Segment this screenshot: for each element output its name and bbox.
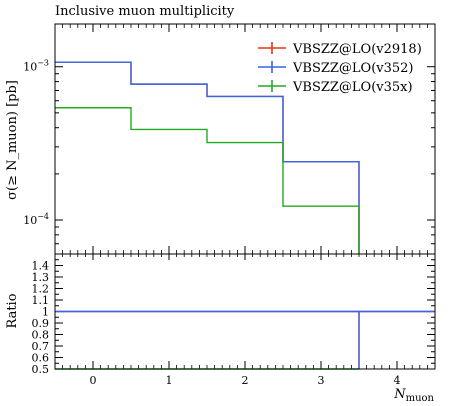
x-tick-label: 3 [318,374,325,387]
ratio-series-line-0 [55,310,360,369]
ratio-y-tick-label: 1.1 [32,294,50,307]
ratio-series-lines [55,310,435,370]
x-tick-label: 4 [394,374,401,387]
ratio-plot-frame [54,253,436,370]
ratio-y-ticks: 0.50.60.70.80.911.11.21.31.4 [32,253,435,376]
ratio-y-tick-label: 0.6 [32,352,50,365]
ratio-y-tick-label: 0.8 [32,329,50,342]
main-series-line-2 [55,107,360,254]
x-tick-label: 0 [90,374,97,387]
main-plot-frame [54,23,436,255]
legend-label: VBSZZ@LO(v352) [292,61,414,76]
main-y-ticks: 10−3 10−4 [23,59,435,255]
legend-label: VBSZZ@LO(v2918) [292,42,422,57]
ratio-y-tick-label: 0.5 [32,363,50,376]
ratio-y-tick-label: 0.7 [32,340,50,353]
ratio-y-tick-label: 1.3 [32,271,50,284]
main-series-lines [55,61,360,254]
ratio-y-tick-label: 1.2 [32,283,50,296]
main-series-line-1 [55,61,360,254]
main-y-tick-label: 10−3 [23,59,49,74]
x-ticks: 0 1 2 3 4 [54,24,436,387]
ratio-y-axis-label: Ratio [5,293,20,328]
ratio-y-tick-label: 0.9 [32,317,50,330]
chart-title: Inclusive muon multiplicity [55,4,235,19]
main-y-axis-label: σ(≥ N_muon) [pb] [5,80,20,200]
ratio-y-tick-label: 1 [42,306,49,319]
x-tick-label: 1 [166,374,173,387]
legend: VBSZZ@LO(v2918) VBSZZ@LO(v352) VBSZZ@LO(v3… [258,42,422,95]
main-y-tick-label: 10−4 [23,212,49,227]
x-axis-label: Nmuon [393,387,434,404]
ratio-y-tick-label: 1.4 [32,260,50,273]
legend-label: VBSZZ@LO(v35x) [292,80,413,95]
ratio-series-line-1 [55,310,360,369]
x-tick-label: 2 [242,374,249,387]
